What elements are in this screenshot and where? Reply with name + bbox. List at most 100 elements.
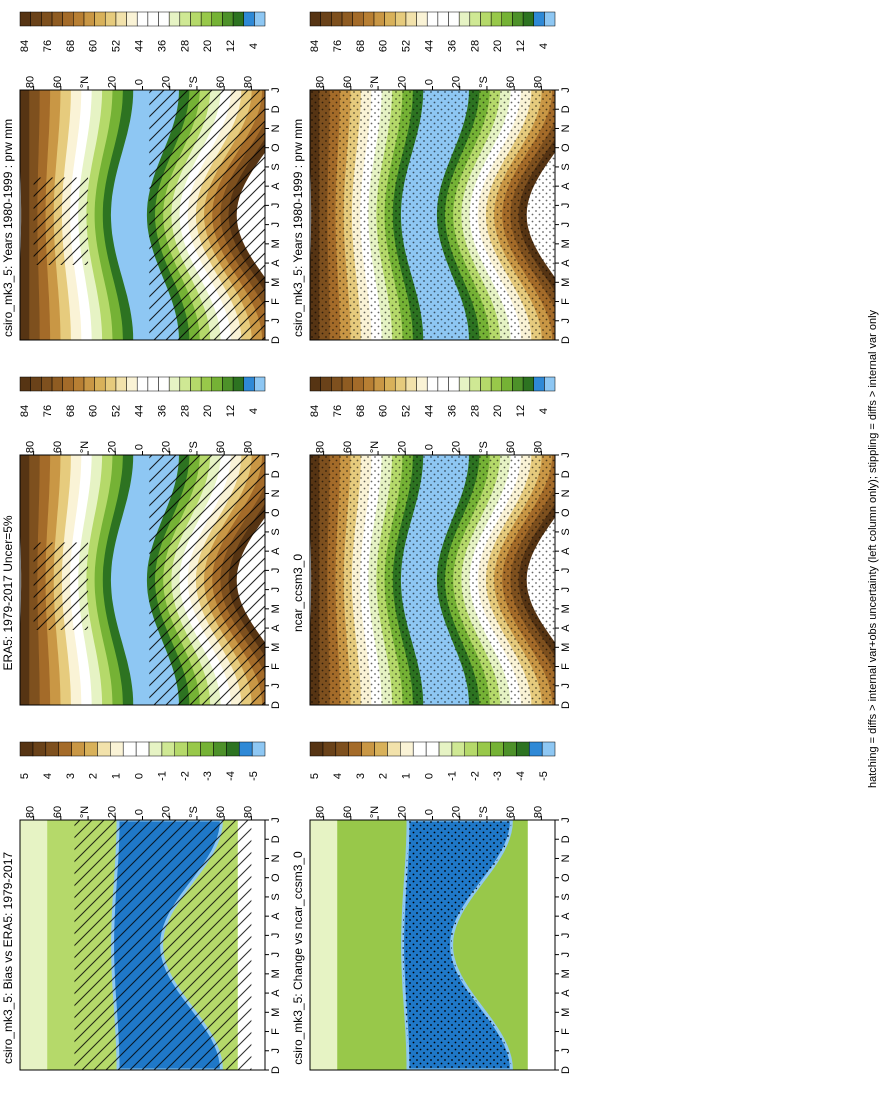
colorbar-swatch: [51, 376, 63, 392]
colorbar-label: 60: [378, 405, 390, 417]
colorbar-swatch: [516, 741, 530, 757]
month-tick-label: O: [560, 508, 572, 517]
colorbar-swatch: [387, 741, 401, 757]
month-tick-label: N: [270, 489, 282, 497]
colorbar-swatch: [84, 741, 98, 757]
colorbar-label: 2: [378, 773, 390, 779]
lat-tick-label: °N: [79, 76, 91, 88]
colorbar-swatch: [528, 741, 543, 757]
lat-tick-label: 20: [106, 441, 118, 453]
colorbar-label: 68: [355, 405, 367, 417]
colorbar-swatch: [464, 741, 478, 757]
month-tick-label: F: [270, 298, 282, 305]
colorbar-swatch: [384, 11, 396, 27]
colorbar-swatch: [62, 11, 74, 27]
panel-p12: csiro_mk3_5: Years 1980-1999 : prw mm 80 6…: [291, 11, 572, 344]
plot-area: [19, 454, 266, 706]
stipple-overlay: [310, 455, 555, 705]
month-tick-label: S: [560, 163, 572, 170]
colorbar-swatch: [147, 11, 159, 27]
colorbar-swatch: [448, 376, 460, 392]
lat-tick-label: 80: [25, 441, 37, 453]
lat-tick-label: 80: [25, 76, 37, 88]
colorbar-swatch: [503, 741, 517, 757]
colorbar-swatch: [161, 741, 175, 757]
colorbar-swatch: [416, 376, 428, 392]
colorbar-label: 28: [469, 405, 481, 417]
colorbar-label: 4: [538, 43, 550, 49]
month-tick-label: D: [560, 1066, 572, 1074]
colorbar-label: 44: [134, 40, 146, 52]
lat-tick-label: °S: [478, 806, 490, 818]
colorbar-label: 52: [401, 40, 413, 52]
month-tick-label: J: [270, 683, 282, 689]
month-tick-label: S: [560, 893, 572, 900]
panel-title: ncar_ccsm3_0: [291, 554, 305, 632]
colorbar-label: 60: [378, 40, 390, 52]
colorbar-label: 68: [65, 405, 77, 417]
colorbar: 84 76 68 60 52 44 36 28 20 12 4: [309, 376, 556, 417]
month-tick-label: J: [560, 452, 572, 458]
month-tick-label: S: [560, 528, 572, 535]
panel-p22: ncar_ccsm3_0 80 60 °N 20 0 20 °S 60 80 D J F M A M J J A S O…: [291, 376, 572, 709]
colorbar-swatch: [187, 741, 201, 757]
colorbar-swatch: [243, 11, 255, 27]
month-tick-label: M: [560, 969, 572, 978]
colorbar-swatch: [126, 376, 138, 392]
colorbar-swatch: [45, 741, 59, 757]
colorbar-label: 44: [424, 405, 436, 417]
month-tick-label: J: [270, 452, 282, 458]
panel-p21: ERA5: 1979-2017 Uncer=5%80 60 °N 20 0 20 °S 60 8…: [1, 376, 282, 709]
lat-tick-label: 20: [396, 806, 408, 818]
colorbar-label: 84: [309, 405, 321, 417]
month-tick-label: O: [270, 508, 282, 517]
month-tick-label: O: [270, 873, 282, 882]
colorbar-swatch: [232, 11, 244, 27]
colorbar-label: 68: [355, 40, 367, 52]
lat-tick-label: 60: [52, 76, 64, 88]
month-tick-label: D: [270, 336, 282, 344]
colorbar-label: 52: [111, 40, 123, 52]
month-tick-label: J: [560, 1048, 572, 1054]
month-tick-label: J: [270, 87, 282, 93]
panel-p32: csiro_mk3_5: Change vs ncar_ccsm3_0 80 60 °…: [291, 741, 572, 1074]
panel-title: csiro_mk3_5: Years 1980-1999 : prw mm: [291, 119, 305, 337]
lat-tick-label: 60: [215, 441, 227, 453]
month-tick-label: D: [560, 105, 572, 113]
colorbar-swatch: [451, 741, 465, 757]
colorbar-swatch: [32, 741, 47, 757]
colorbar-label: 36: [446, 40, 458, 52]
colorbar-label: -5: [248, 771, 260, 781]
colorbar-swatch: [458, 11, 471, 27]
colorbar-swatch: [512, 376, 524, 392]
month-tick-label: S: [270, 163, 282, 170]
colorbar-swatch: [97, 741, 111, 757]
colorbar-swatch: [341, 11, 353, 27]
colorbar-swatch: [405, 11, 417, 27]
colorbar-label: 4: [248, 43, 260, 49]
month-tick-label: O: [560, 873, 572, 882]
colorbar-swatch: [104, 11, 117, 27]
colorbar-swatch: [541, 741, 556, 757]
colorbar-swatch: [412, 741, 427, 757]
colorbar-label: 84: [309, 40, 321, 52]
colorbar-label: 28: [469, 40, 481, 52]
lat-tick-label: °N: [79, 806, 91, 818]
colorbar-swatch: [405, 376, 417, 392]
month-tick-label: M: [270, 278, 282, 287]
month-tick-label: J: [560, 933, 572, 939]
colorbar-swatch: [73, 11, 85, 27]
panel-title: csiro_mk3_5: Bias vs ERA5: 1979-2017: [1, 852, 15, 1064]
colorbar-swatch: [544, 11, 556, 27]
month-tick-label: J: [560, 952, 572, 958]
colorbar-swatch: [320, 11, 332, 27]
month-tick-label: F: [560, 663, 572, 670]
colorbar-label: -2: [179, 771, 191, 781]
lat-tick-label: 80: [315, 76, 327, 88]
month-tick-label: J: [560, 817, 572, 823]
colorbar-swatch: [352, 11, 364, 27]
colorbar-label: 76: [332, 40, 344, 52]
month-tick-label: A: [270, 624, 282, 632]
month-tick-label: A: [560, 912, 572, 920]
